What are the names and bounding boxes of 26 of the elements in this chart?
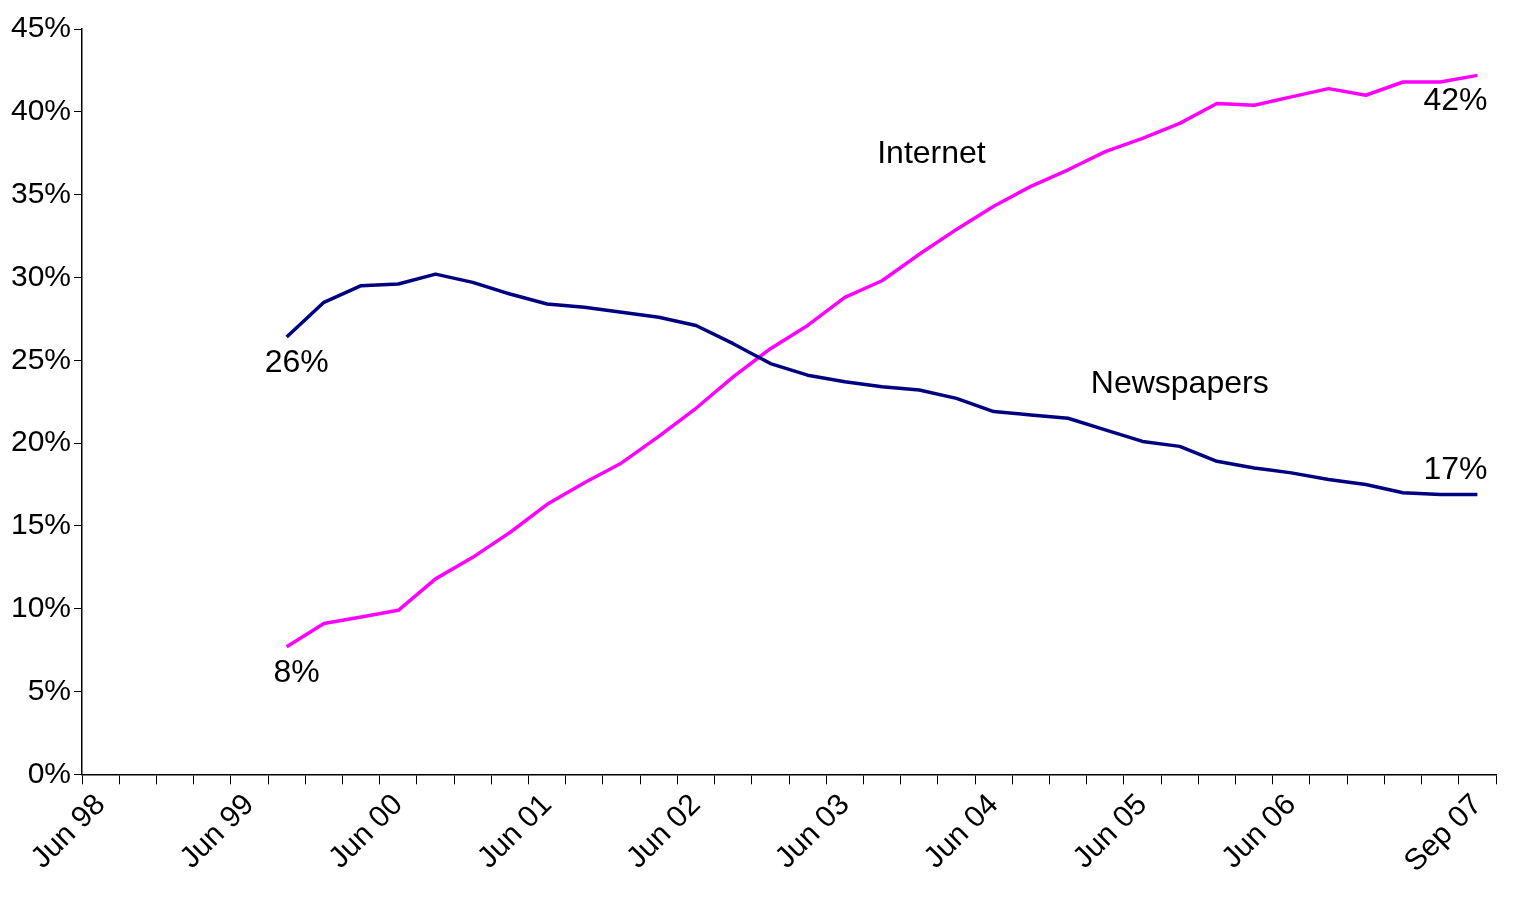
y-tick-label: 10% [11,589,72,623]
y-tick-label: 15% [11,507,72,541]
x-tick-label: Jun 02 [619,786,707,874]
data-label: 26% [264,342,329,379]
y-tick-label: 35% [11,175,72,209]
y-tick-label: 30% [11,258,72,292]
y-tick-label: 40% [11,93,72,127]
x-tick-label: Jun 00 [321,786,409,874]
x-tick-label: Jun 04 [916,786,1004,874]
x-tick-label: Jun 01 [470,786,558,874]
series-label: Internet [877,134,986,171]
data-label: 17% [1423,450,1488,487]
y-tick-label: 25% [11,341,72,375]
x-tick-label: Jun 06 [1214,786,1302,874]
x-tick-label: Jun 99 [172,786,260,874]
y-tick-label: 5% [27,672,72,706]
y-tick-label: 20% [11,424,72,458]
x-tick-label: Jun 98 [23,786,111,874]
series-label: Newspapers [1090,364,1269,401]
data-label: 8% [273,652,320,689]
y-tick-label: 0% [27,755,72,789]
y-tick-label: 45% [11,10,72,44]
x-tick-label: Jun 05 [1065,786,1153,874]
x-tick-label: Sep 07 [1396,786,1488,878]
x-tick-label: Jun 03 [767,786,855,874]
data-label: 42% [1423,81,1488,118]
